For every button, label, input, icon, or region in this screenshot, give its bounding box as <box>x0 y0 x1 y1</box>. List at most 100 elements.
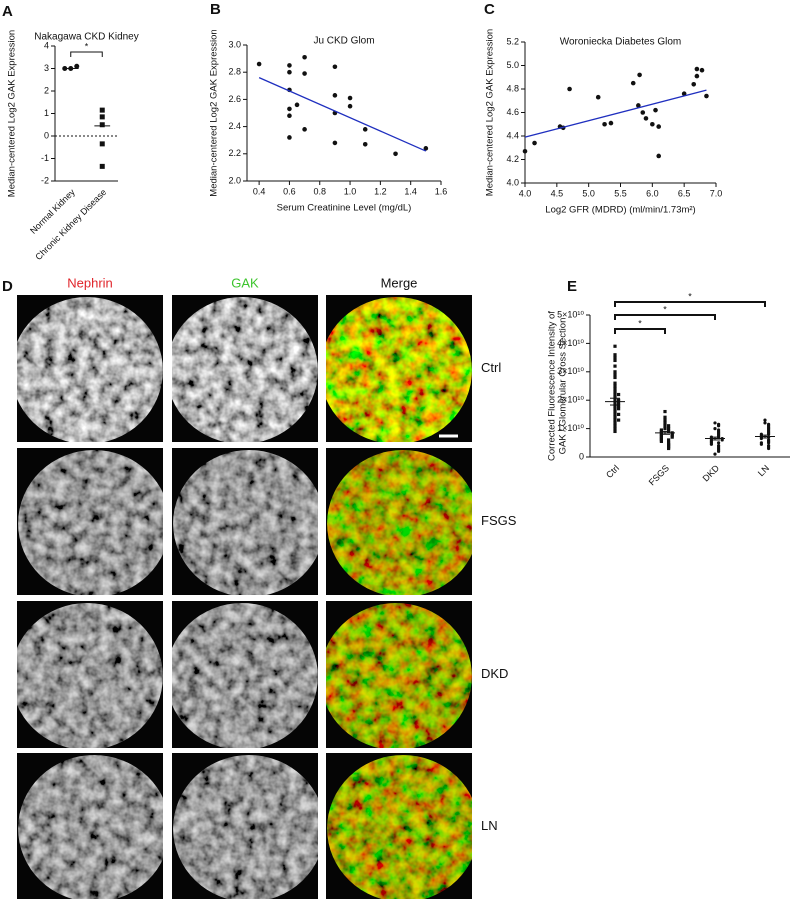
point <box>617 412 621 416</box>
point <box>759 436 764 441</box>
point <box>613 404 617 408</box>
point <box>613 390 617 394</box>
y-tick-label: 5.2 <box>506 36 519 46</box>
y-tick-label: 4.8 <box>506 83 519 93</box>
micrograph <box>326 297 472 442</box>
point <box>667 446 671 451</box>
point <box>767 441 771 445</box>
x-tick-label: 0.6 <box>283 186 296 196</box>
x-tick-label: DKD <box>701 463 722 484</box>
point <box>613 415 617 419</box>
trend-line <box>524 89 707 138</box>
point <box>694 73 700 79</box>
y-axis-label: Corrected Fluorescence Intensity of <box>547 311 558 461</box>
chart-title: Woroniecka Diabetes Glom <box>560 37 682 48</box>
point <box>287 69 292 75</box>
point <box>613 395 617 399</box>
significance-label: * <box>663 304 667 314</box>
x-tick-label: LN <box>756 463 771 478</box>
row-label: FSGS <box>481 513 517 528</box>
point <box>332 93 338 98</box>
y-tick-label: 3 <box>44 63 49 73</box>
panel-label: D <box>2 278 13 295</box>
x-tick-label: 5.5 <box>614 188 627 198</box>
point <box>613 418 617 422</box>
x-tick-label: 4.5 <box>551 188 564 198</box>
row-label: DKD <box>481 666 508 681</box>
point <box>650 121 655 127</box>
point <box>287 113 292 119</box>
x-tick-label: 1.6 <box>435 186 448 196</box>
point <box>630 80 636 86</box>
point <box>99 163 105 169</box>
y-tick-label: 5×10¹⁰ <box>557 309 584 319</box>
point <box>613 358 617 363</box>
point <box>637 72 642 78</box>
point <box>717 424 721 428</box>
point <box>74 63 80 69</box>
point <box>287 106 292 112</box>
point <box>393 151 398 157</box>
point <box>617 398 621 402</box>
significance-bracket <box>614 328 666 334</box>
panel-label: A <box>2 3 13 20</box>
y-tick-label: 1×10¹⁰ <box>557 423 584 433</box>
y-tick-label: 2.2 <box>228 148 241 158</box>
micrograph <box>17 297 163 442</box>
point <box>656 124 661 129</box>
point <box>602 121 607 127</box>
point <box>332 140 338 146</box>
point <box>617 404 621 408</box>
point <box>302 54 307 60</box>
chart-title: Ju CKD Glom <box>313 36 374 47</box>
panel-label: B <box>210 1 221 18</box>
point <box>670 435 674 439</box>
point <box>713 427 717 431</box>
point <box>522 148 528 154</box>
point <box>613 407 617 411</box>
point <box>362 127 368 132</box>
micrograph <box>18 755 163 899</box>
micrograph-grid <box>17 295 472 899</box>
y-axis-label: Median-centered Log2 GAK Expression <box>209 29 220 196</box>
point <box>699 67 705 73</box>
y-tick-label: 2.6 <box>228 94 241 104</box>
point <box>659 439 663 443</box>
x-axis-label: Serum Creatinine Level (mg/dL) <box>277 203 412 214</box>
point <box>613 370 617 374</box>
y-tick-label: 2.0 <box>228 175 241 185</box>
micrograph <box>172 297 318 442</box>
column-header: Nephrin <box>67 275 113 290</box>
point <box>302 127 307 132</box>
row-label: Ctrl <box>481 360 501 375</box>
x-tick-label: 5.0 <box>582 188 595 198</box>
point <box>613 364 617 368</box>
y-axis-label: GAK / Glomerular Cross Section <box>558 318 569 455</box>
point <box>759 442 764 446</box>
column-header: GAK <box>231 275 259 290</box>
y-tick-label: 4.6 <box>506 107 519 117</box>
micrograph <box>17 603 163 748</box>
point <box>694 66 700 72</box>
point <box>691 82 697 87</box>
y-tick-label: 3×10¹⁰ <box>557 366 584 376</box>
point <box>617 407 621 411</box>
x-tick-label: 7.0 <box>710 188 723 198</box>
point <box>567 86 572 92</box>
point <box>532 140 537 146</box>
y-tick-label: 4 <box>44 40 49 50</box>
significance-bracket <box>614 314 716 320</box>
x-axis-label: Log2 GFR (MDRD) (ml/min/1.73m²) <box>545 205 695 216</box>
point <box>763 418 767 422</box>
point <box>613 421 617 425</box>
point <box>713 452 717 456</box>
point <box>667 438 671 442</box>
point <box>709 442 714 446</box>
point <box>663 427 667 431</box>
point <box>99 141 105 147</box>
point <box>613 384 617 388</box>
point <box>617 392 621 397</box>
row-label: LN <box>481 818 498 833</box>
y-tick-label: 4.2 <box>506 154 519 164</box>
